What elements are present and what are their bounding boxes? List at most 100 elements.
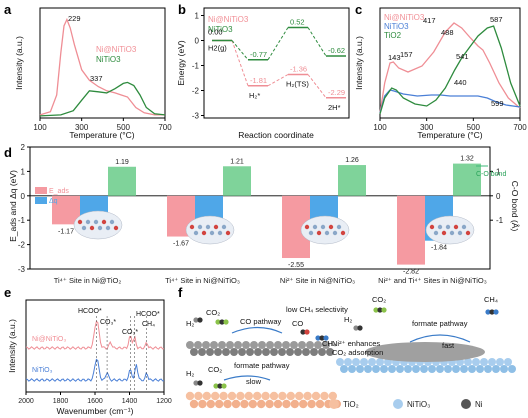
surface-right-nitio3 [496,358,504,366]
panel-label-a: a [4,2,12,17]
plot-c-peak-417: 417 [423,16,436,25]
plot-e-label-hcoo-1: HCOO* [78,308,102,315]
ytick-right-label: -1 [496,216,504,225]
plot-b-label-nitio3-1: 0.52 [290,18,305,27]
scheme-right-note2: CO₂ adsorption [332,348,383,357]
xtick-label: 700 [158,123,172,132]
plot-d-legend-eads: E_ads [49,188,69,195]
atom [449,230,455,236]
bar-2-3 [453,163,481,196]
bar-label-0-2: -2.55 [288,262,304,269]
surface-top-atom [218,341,226,349]
atom [433,230,439,236]
plot-c-peak-440: 440 [454,78,467,87]
surface-right-nitio3 [364,365,372,373]
surface-top-atom [194,341,202,349]
surface-top-atom [302,348,310,356]
surface-bottom-tio2 [290,399,299,409]
plot-b-label-ni-1: -1.36 [290,65,307,74]
spectrum-ni-nitio3 [25,320,165,350]
molecule-atom [489,309,495,315]
ytick-right-label: 1 [496,167,501,176]
scheme-right-arrow [409,334,471,343]
molecule-atom [353,325,359,331]
xtick-label: 100 [33,123,47,132]
category-label-1: Ti⁴⁺ Site in Ni@NiTiO₃ [165,276,240,285]
surface-right-nitio3 [344,358,352,366]
ytick-left-label: 2 [21,143,26,152]
scheme-f-molecules [193,307,499,389]
surface-bottom-tio2 [257,399,266,409]
molecule-atom [221,383,227,389]
surface-bottom-tio2 [240,399,249,409]
surface-right-nitio3 [444,365,452,373]
molecule-atom [197,380,203,386]
plot-b-label-ni-0: -1.81 [250,76,267,85]
panel-a: 100 300 500 700 Temperature (°C) Intensity … [14,7,172,140]
molecule-atom [485,309,491,315]
molecule-atom [304,329,310,335]
surface-top-atom [322,341,330,349]
surface-top-atom [210,341,218,349]
surface-bottom-tio2 [211,391,220,401]
panel-label-e: e [4,285,11,300]
plot-a-frame [39,7,166,119]
category-label-0: Ti⁴⁺ Site in Ni@TiO₂ [54,276,122,285]
surface-top-atom [238,348,246,356]
plot-d-frame [29,146,491,270]
surface-right-nitio3 [436,365,444,373]
surface-bottom-tio2 [253,391,262,401]
molecule-atom [323,335,329,341]
molecule-atom [193,380,199,386]
scheme-f-surfaces [185,341,516,409]
bar-label-0-0: -1.17 [58,228,74,235]
connector-1-1 [231,40,249,61]
surface-top-atom [214,348,222,356]
plot-e-label-hcoo-2: HCOO* [136,311,160,318]
atom [89,225,95,231]
plot-c-xlabel: Temperature (°C) [417,130,482,140]
surface-top-atom [310,348,318,356]
ytick-left-label: -1 [18,216,26,225]
atom [441,230,447,236]
scheme-bottom-co2: CO₂ [208,365,222,374]
atom [101,219,107,225]
molecule-atom [315,335,321,341]
plot-b-value-labels: 0.00 H2(g) -0.77 0.52 -0.62 -1.81 -1.36 -2.29 H₂… [208,18,345,112]
plot-b-ylabel: Energy (eV) [176,40,186,86]
plot-a-legend-nitio3: NiTiO3 [96,55,121,64]
plot-d-bars: -1.17-1.051.19-1.67-1.091.21-2.55-1.131.… [52,156,481,276]
surface-top-atom [266,341,274,349]
scheme-bottom-slow: slow [246,377,262,386]
connector-0-2 [267,74,289,87]
panel-c: 100 300 500 700 Temperature (°C) Intensity … [354,7,527,140]
plot-b-legend-nitio3: NiTiO3 [208,25,233,34]
surface-right-nitio3 [376,358,384,366]
atom [197,224,203,230]
plot-b-state-0: H2(g) [208,44,227,53]
surface-bottom-tio2 [244,391,253,401]
molecule-atom [215,319,221,325]
atom [308,230,314,236]
surface-right-nitio3 [468,365,476,373]
category-label-3: Ni²⁺ and Ti⁴⁺ Sites in Ni@NiTiO₃ [378,276,487,285]
xtick-label: 1200 [156,398,172,405]
plot-e-label-co3-2: CO₃* [122,329,138,336]
plot-b-label-ni-2: -2.29 [328,88,345,97]
bar-label-2-3: 1.32 [460,156,474,163]
plot-b-xlabel: Reaction coordinate [238,130,314,140]
connector-1-2 [267,27,289,61]
molecule-atom [357,325,363,331]
surface-right-nitio3 [488,358,496,366]
surface-bottom-tio2 [194,391,203,401]
plot-e-xticks: 2000 1800 1600 1400 1200 [18,392,172,405]
surface-right-nitio3 [368,358,376,366]
surface-bottom-tio2 [206,399,215,409]
ytick-label: -3 [192,112,200,121]
surface-bottom-tio2 [269,391,279,401]
surface-right-nitio3 [476,365,484,373]
surface-right-nitio3 [372,365,380,373]
spectrum-nitio3 [25,358,165,382]
molecule-atom [217,383,223,389]
surface-bottom-tio2 [248,399,257,409]
